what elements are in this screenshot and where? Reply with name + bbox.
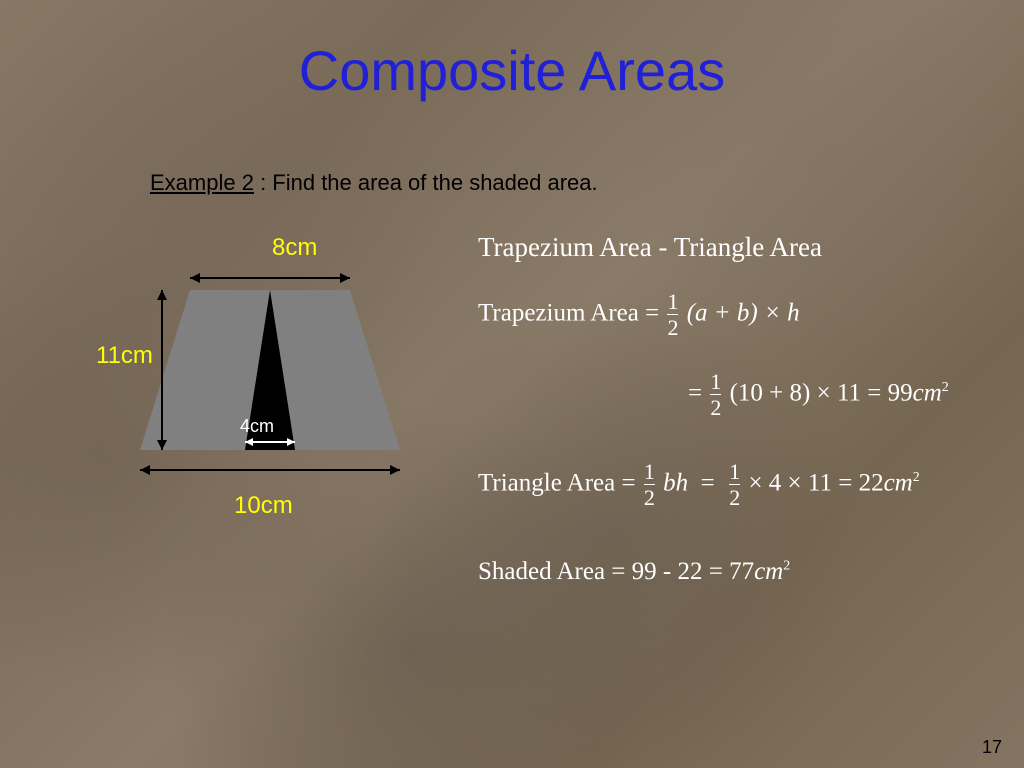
page-number: 17: [982, 737, 1002, 758]
tri-sub-body: × 4 × 11 = 22: [742, 469, 883, 496]
shaded-a: Shaded Area = 99: [478, 558, 657, 585]
triangle-formula: Triangle Area = 1 2 bh = 1 2 × 4 × 11 = …: [478, 460, 920, 509]
dim-inner: 4cm: [240, 416, 274, 437]
math-heading: Trapezium Area - Triangle Area: [478, 232, 822, 263]
dim-top: 8cm: [272, 234, 317, 262]
fraction-half-2: 1 2: [710, 370, 721, 419]
trapezium-diagram: [90, 270, 430, 520]
dim-height: 11cm: [96, 342, 153, 370]
example-label: Example 2: [150, 170, 254, 195]
trapezium-formula: Trapezium Area = 1 2 (a + b) × h: [478, 290, 800, 339]
tri-formula-body: bh: [663, 469, 688, 496]
shaded-b: - 22: [657, 558, 703, 585]
trapezium-substitution: = 1 2 (10 + 8) × 11 = 99cm2: [478, 370, 949, 419]
example-text: Example 2 : Find the area of the shaded …: [150, 170, 598, 196]
trap-sub-body: (10 + 8) × 11 = 99: [730, 379, 913, 406]
fraction-half-3: 1 2: [644, 460, 655, 509]
tri-label: Triangle Area =: [478, 469, 642, 496]
example-body: : Find the area of the shaded area.: [254, 170, 598, 195]
trap-formula-body: (a + b) × h: [687, 299, 800, 326]
shaded-c: = 77: [702, 558, 754, 585]
fraction-half-4: 1 2: [729, 460, 740, 509]
trap-label: Trapezium Area =: [478, 299, 665, 326]
dim-bottom: 10cm: [234, 492, 293, 520]
fraction-half: 1 2: [667, 290, 678, 339]
shaded-area-result: Shaded Area = 99 - 22 = 77cm2: [478, 558, 790, 586]
slide-title: Composite Areas: [0, 38, 1024, 103]
